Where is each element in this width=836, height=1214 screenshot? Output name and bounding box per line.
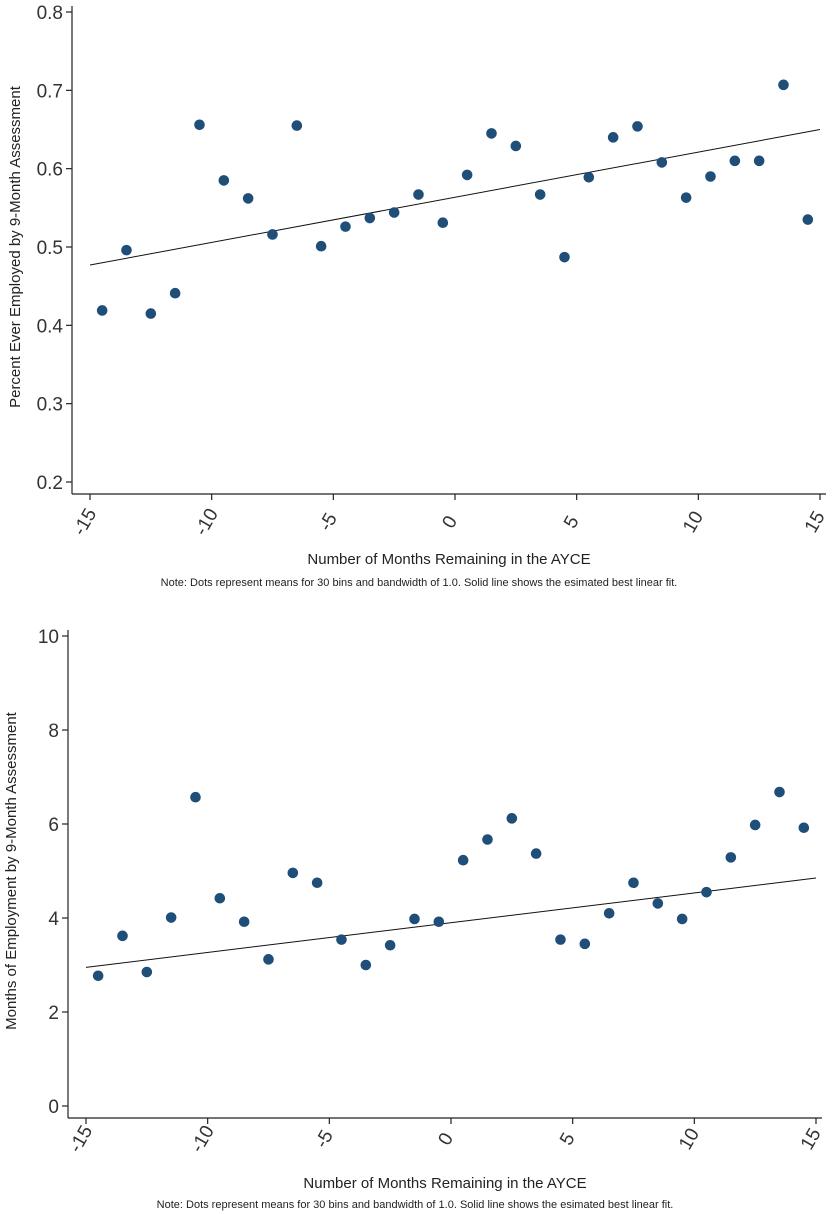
data-point [534, 189, 546, 200]
data-point [486, 128, 497, 139]
data-point [705, 171, 716, 182]
y-tick-label: 4 [48, 909, 59, 930]
y-tick-label: 2 [48, 1003, 59, 1024]
data-point [311, 877, 323, 889]
data-point [360, 959, 372, 971]
data-point [753, 155, 765, 167]
x-tick-label: 0 [438, 512, 461, 532]
data-point [117, 930, 128, 942]
y-axis-title: Percent Ever Employed by 9-Month Assessm… [7, 85, 24, 408]
data-point [457, 854, 469, 866]
y-tick-label: 8 [48, 721, 59, 742]
data-point [291, 120, 303, 131]
data-point [340, 221, 351, 232]
chart-note: Note: Dots represent means for 30 bins a… [161, 577, 678, 589]
x-tick-label: -15 [65, 1122, 97, 1156]
data-point [238, 916, 250, 928]
data-point [725, 852, 737, 863]
data-point [530, 848, 542, 859]
y-axis-title: Months of Employment by 9-Month Assessme… [3, 711, 20, 1029]
data-point [461, 169, 473, 181]
data-point [92, 970, 104, 982]
data-point [607, 132, 619, 143]
data-point [579, 938, 591, 950]
data-point [680, 192, 692, 203]
data-point [555, 934, 566, 945]
x-tick-label: 0 [434, 1129, 457, 1149]
data-point [145, 308, 157, 319]
data-point [336, 934, 347, 945]
y-tick-label: 6 [48, 815, 59, 836]
data-point [676, 913, 688, 925]
data-point [437, 217, 449, 229]
data-point [96, 305, 108, 316]
data-point [287, 867, 299, 879]
data-point [169, 287, 181, 299]
data-point [603, 908, 615, 919]
data-point [413, 189, 424, 200]
data-point [559, 251, 570, 263]
data-point [315, 240, 327, 252]
fit-line [89, 129, 821, 266]
data-point [190, 791, 201, 803]
x-tick-label: 5 [556, 1129, 579, 1149]
data-point [267, 229, 278, 240]
x-tick-label: 5 [560, 512, 583, 532]
x-tick-label: 10 [679, 508, 708, 537]
chart-panel-2: 0 2 4 6 8 10 -15 -10 -5 0 5 10 15 Months of Employmen… [3, 627, 826, 1211]
data-point [701, 886, 712, 898]
x-axis-title: Number of Months Remaining in the AYCE [303, 1175, 586, 1192]
data-point [263, 954, 274, 965]
data-point [388, 207, 400, 218]
data-point [652, 898, 664, 909]
y-tick-label: 0.8 [37, 3, 63, 24]
y-tick-label: 10 [38, 627, 59, 648]
data-point [121, 244, 132, 256]
x-tick-label: 15 [797, 1125, 826, 1154]
data-point [506, 813, 518, 824]
data-point [384, 939, 396, 951]
data-point [218, 175, 230, 186]
data-point [632, 121, 643, 132]
data-point [802, 214, 814, 225]
y-tick-label: 0.5 [37, 238, 63, 259]
data-point [510, 140, 522, 152]
x-tick-label: -15 [69, 505, 101, 539]
x-tick-label: 15 [801, 508, 830, 537]
x-tick-label: -10 [187, 1122, 219, 1156]
data-point [774, 786, 785, 798]
x-tick-label: -5 [311, 1127, 338, 1152]
data-point [165, 912, 177, 923]
y-tick-label: 0.6 [37, 160, 63, 181]
data-point [656, 157, 668, 168]
y-tick-label: 0.7 [37, 81, 63, 102]
data-point [583, 171, 595, 183]
x-tick-label: -10 [191, 505, 223, 539]
x-tick-label: 10 [675, 1125, 704, 1154]
data-point [778, 79, 789, 91]
data-point [433, 916, 445, 928]
data-point [729, 155, 741, 167]
data-point [482, 834, 493, 845]
y-tick-label: 0.3 [37, 395, 63, 416]
data-point [242, 193, 254, 204]
data-point [141, 966, 153, 978]
data-point [628, 877, 639, 889]
data-point [798, 822, 810, 834]
data-point [214, 892, 226, 904]
y-tick-label: 0.4 [37, 316, 64, 337]
x-axis-title: Number of Months Remaining in the AYCE [307, 551, 590, 568]
y-tick-label: 0 [48, 1097, 59, 1118]
data-point [194, 119, 205, 131]
data-point [409, 913, 420, 925]
chart-panel-1: 0.2 0.3 0.4 0.5 0.6 0.7 0.8 -15 -10 -5 0 5 10 15 Perce… [7, 3, 830, 589]
data-point [749, 819, 761, 831]
data-point [364, 212, 376, 224]
y-tick-label: 0.2 [37, 473, 63, 494]
fit-line [85, 877, 817, 968]
x-tick-label: -5 [315, 510, 342, 535]
chart-note: Note: Dots represent means for 30 bins a… [157, 1199, 674, 1211]
